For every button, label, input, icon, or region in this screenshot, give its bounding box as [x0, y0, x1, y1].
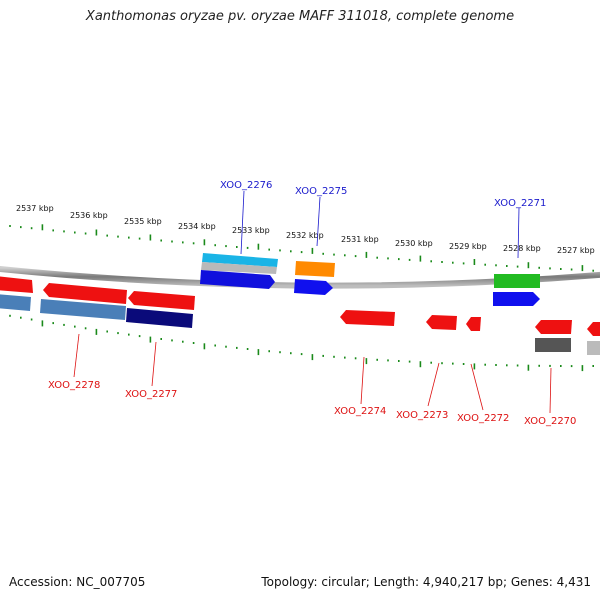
leader-lines [73, 190, 552, 414]
gene-arrow[interactable] [200, 270, 275, 289]
gene-arrow[interactable] [535, 320, 572, 334]
scale-label: 2534 kbp [178, 222, 216, 231]
reverse-genes [0, 276, 600, 355]
gene-arrow[interactable] [0, 276, 33, 293]
gene-arrow[interactable] [494, 274, 540, 288]
scale-label: 2527 kbp [557, 246, 595, 255]
scale-label: 2530 kbp [395, 239, 433, 248]
gene-label[interactable]: XOO_2273 [396, 410, 448, 421]
gene-arrow[interactable] [426, 315, 457, 330]
gene-label[interactable]: XOO_2274 [334, 406, 386, 417]
gene-label[interactable]: XOO_2276 [220, 180, 272, 191]
gene-arrow[interactable] [340, 310, 395, 326]
gene-arrow[interactable] [294, 279, 333, 295]
gene-labels: XOO_2276 XOO_2275 XOO_2271 XOO_2278 XOO_… [48, 180, 576, 427]
scale-label: 2531 kbp [341, 235, 379, 244]
scale-ticks-bottom [9, 314, 595, 372]
scale-labels: 2537 kbp 2536 kbp 2535 kbp 2534 kbp 2533… [16, 204, 595, 255]
gene-arrow[interactable] [587, 322, 600, 336]
gene-arrow[interactable] [40, 299, 126, 320]
gene-label[interactable]: XOO_2271 [494, 198, 546, 209]
genome-summary-text: Topology: circular; Length: 4,940,217 bp… [261, 575, 591, 589]
scale-ticks-top [9, 224, 595, 272]
gene-arrow[interactable] [0, 294, 31, 311]
scale-label: 2532 kbp [286, 231, 324, 240]
gene-arrow[interactable] [295, 261, 335, 277]
scale-label: 2528 kbp [503, 244, 541, 253]
gene-arrow[interactable] [126, 308, 193, 328]
scale-label: 2535 kbp [124, 217, 162, 226]
page-title: Xanthomonas oryzae pv. oryzae MAFF 31101… [85, 9, 515, 24]
scale-label: 2537 kbp [16, 204, 54, 213]
gene-label[interactable]: XOO_2270 [524, 416, 576, 427]
gene-label[interactable]: XOO_2277 [125, 389, 177, 400]
accession-text: Accession: NC_007705 [9, 575, 146, 589]
gene-arrow[interactable] [466, 317, 481, 331]
gene-arrow[interactable] [493, 292, 540, 306]
scale-label: 2536 kbp [70, 211, 108, 220]
gene-arrow[interactable] [202, 253, 278, 267]
forward-genes [200, 253, 540, 306]
gene-arrow[interactable] [201, 262, 277, 274]
gene-arrow[interactable] [128, 291, 195, 310]
scale-label: 2533 kbp [232, 226, 270, 235]
gene-arrow[interactable] [587, 341, 600, 355]
scale-label: 2529 kbp [449, 242, 487, 251]
gene-arrow[interactable] [43, 283, 127, 304]
gene-arrow[interactable] [535, 338, 571, 352]
gene-label[interactable]: XOO_2275 [295, 186, 347, 197]
gene-label[interactable]: XOO_2272 [457, 413, 509, 424]
gene-label[interactable]: XOO_2278 [48, 380, 100, 391]
